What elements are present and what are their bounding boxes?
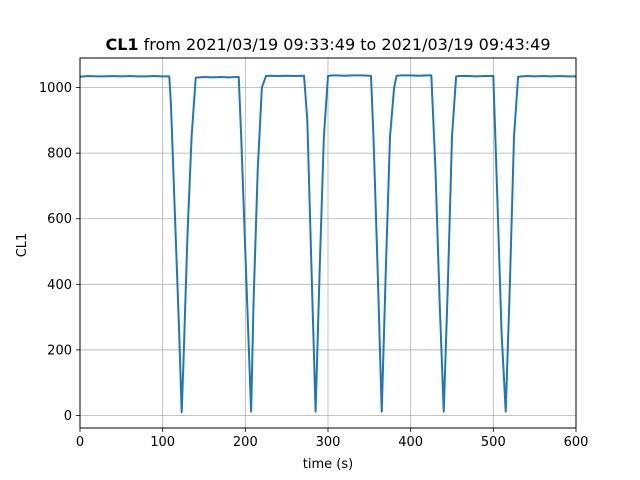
x-tick-label: 400 xyxy=(398,435,423,450)
y-tick-label: 600 xyxy=(47,212,72,227)
x-tick-label: 300 xyxy=(316,435,341,450)
chart-title: CL1 from 2021/03/19 09:33:49 to 2021/03/… xyxy=(105,35,550,54)
x-tick-label: 500 xyxy=(481,435,506,450)
x-tick-label: 600 xyxy=(564,435,589,450)
x-axis-label: time (s) xyxy=(303,457,353,472)
y-tick-label: 800 xyxy=(47,147,72,162)
axes: 0 100 200 300 400 500 600 0 200 400 600 800 1000 xyxy=(39,57,589,450)
y-axis-label: CL1 xyxy=(15,233,30,258)
series-line xyxy=(79,74,576,414)
x-tick-label: 100 xyxy=(150,435,175,450)
chart-title-range: from 2021/03/19 09:33:49 to 2021/03/19 0… xyxy=(139,35,551,54)
data-series xyxy=(79,74,576,414)
y-tick-label: 400 xyxy=(47,278,72,293)
y-tick-label: 1000 xyxy=(39,81,72,96)
y-tick-label: 200 xyxy=(47,343,72,358)
x-tick-label: 200 xyxy=(233,435,258,450)
x-tick-label: 0 xyxy=(76,435,84,450)
chart-title-signal: CL1 xyxy=(105,35,138,54)
y-tick-label: 0 xyxy=(64,409,72,424)
